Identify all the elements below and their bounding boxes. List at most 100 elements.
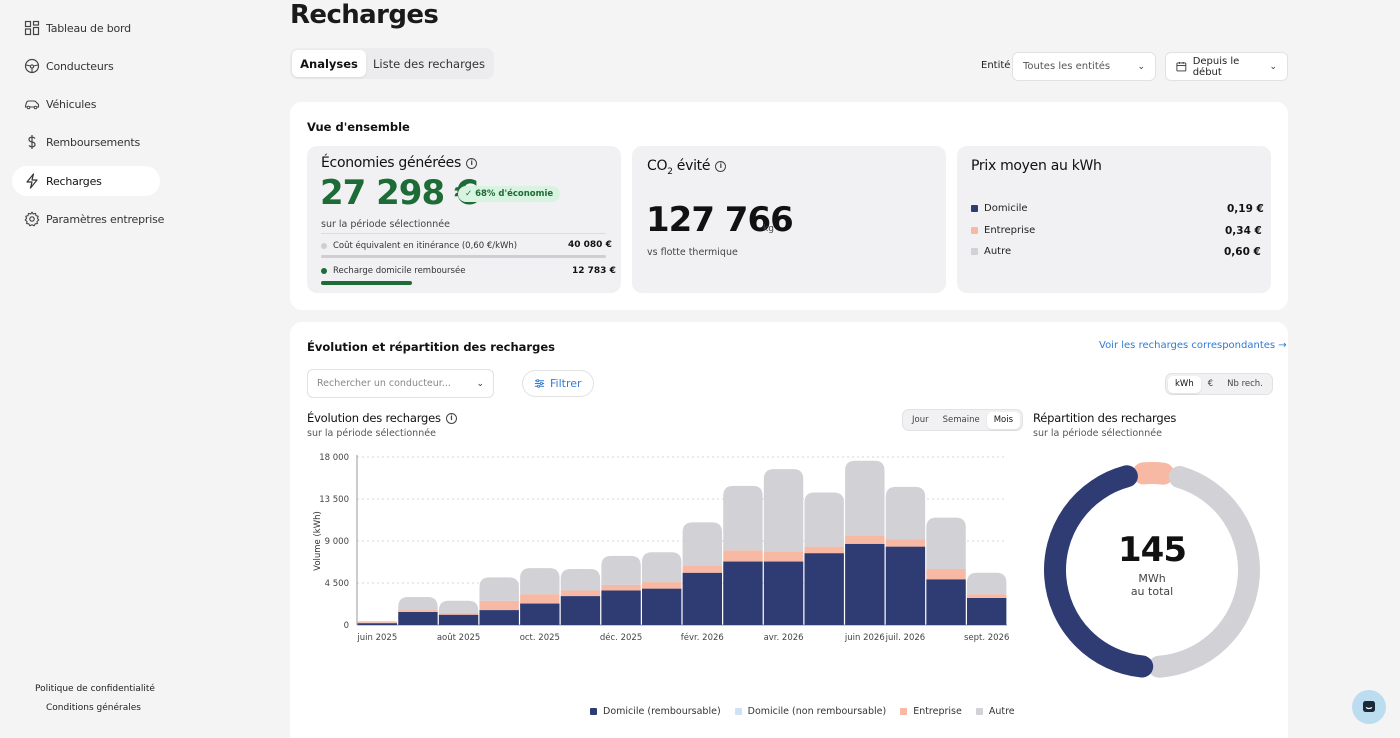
bar-segment	[723, 485, 763, 551]
legend-square	[971, 226, 978, 234]
sidebar-item-label: Paramètres entreprise	[46, 212, 165, 226]
price-kpi	[957, 146, 1271, 293]
legend-square	[971, 204, 978, 212]
savings-title: Économies générées i	[321, 155, 477, 171]
info-icon[interactable]: i	[715, 160, 727, 172]
filter-label: Filtrer	[550, 377, 582, 390]
bar-segment	[357, 621, 398, 623]
x-tick-label: déc. 2025	[600, 632, 642, 643]
co2-subtitle: vs flotte thermique	[647, 247, 738, 258]
sidebar-item-dashboard[interactable]: Tableau de bord	[12, 13, 160, 43]
donut-subtitle: sur la période sélectionnée	[1033, 428, 1162, 439]
price-row-label: Domicile	[984, 203, 1028, 214]
chat-icon	[1363, 701, 1375, 712]
x-tick-label: juil. 2026	[885, 633, 926, 643]
driver-search-input[interactable]: Rechercher un conducteur... ⌄	[307, 369, 494, 398]
period-select[interactable]: Depuis le début ⌄	[1165, 52, 1288, 81]
bar-segment	[560, 590, 601, 597]
bar-segment	[357, 623, 398, 625]
legend-dot	[321, 267, 327, 274]
unit-kwh[interactable]: kWh	[1168, 375, 1201, 393]
donut-slice	[1148, 466, 1260, 678]
entity-select[interactable]: Toutes les entités ⌄	[1012, 52, 1156, 81]
donut-total: 145	[1118, 530, 1187, 570]
see-charges-link[interactable]: Voir les recharges correspondantes →	[1099, 340, 1287, 351]
legend-item[interactable]: Autre	[975, 706, 1015, 717]
entity-select-value: Toutes les entités	[1023, 61, 1111, 72]
savings-row-label: Recharge domicile remboursée	[333, 266, 466, 276]
evolution-title: Évolution et répartition des recharges	[307, 340, 555, 354]
y-tick-label: 13 500	[319, 495, 349, 505]
donut-chart	[1044, 462, 1260, 678]
sidebar-item-charges[interactable]: Recharges	[12, 166, 160, 196]
co2-title-suffix: évité	[672, 158, 711, 174]
x-tick-label: août 2025	[437, 633, 480, 643]
co2-value: 127 766	[646, 200, 794, 240]
bar-segment	[560, 596, 601, 625]
search-placeholder: Rechercher un conducteur...	[317, 378, 451, 389]
bar-segment	[357, 622, 398, 624]
bar-segment	[966, 597, 1007, 625]
price-title: Prix moyen au kWh	[971, 158, 1102, 174]
y-tick-label: 4 500	[325, 579, 349, 589]
price-row-other: Autre	[971, 246, 1011, 257]
bar-segment	[479, 577, 519, 601]
co2-unit: kg	[763, 224, 774, 234]
sidebar-item-drivers[interactable]: Conducteurs	[12, 51, 160, 81]
bar-segment	[438, 612, 479, 615]
bar-segment	[398, 611, 438, 625]
tab-charges-list[interactable]: Liste des recharges	[373, 56, 485, 71]
bar-segment	[682, 522, 723, 566]
bar-segment	[763, 469, 804, 552]
bar-segment	[438, 600, 479, 613]
unit-count[interactable]: Nb rech.	[1227, 379, 1263, 389]
sidebar-item-vehicles[interactable]: Véhicules	[12, 89, 160, 119]
filter-button[interactable]: Filtrer	[522, 370, 594, 397]
granularity-week[interactable]: Semaine	[942, 415, 980, 425]
donut-caption: au total	[1130, 585, 1174, 598]
chat-button[interactable]	[1352, 690, 1386, 724]
legend-square	[975, 708, 983, 715]
chart-subtitle: sur la période sélectionnée	[307, 428, 436, 439]
unit-euro[interactable]: €	[1207, 379, 1214, 389]
price-row-home: Domicile	[971, 203, 1028, 214]
bar-segment	[398, 597, 438, 611]
bar-segment	[926, 579, 966, 625]
car-icon	[24, 100, 40, 110]
price-row-label: Autre	[984, 246, 1012, 257]
bar-segment	[520, 603, 560, 625]
info-icon[interactable]: i	[445, 413, 457, 424]
entity-label: Entité	[981, 60, 1011, 71]
sidebar-item-label: Remboursements	[46, 135, 141, 149]
chevron-down-icon: ⌄	[1269, 61, 1277, 72]
privacy-link[interactable]: Politique de confidentialité	[35, 684, 155, 694]
granularity-month[interactable]: Mois	[986, 411, 1021, 429]
sidebar-item-label: Tableau de bord	[46, 21, 131, 35]
legend-item[interactable]: Entreprise	[900, 706, 962, 717]
bar-segment	[601, 590, 641, 625]
savings-row-home: Recharge domicile remboursée	[321, 266, 465, 276]
info-icon[interactable]: i	[466, 157, 477, 169]
granularity-day[interactable]: Jour	[912, 415, 929, 425]
legend-item[interactable]: Domicile (remboursable)	[590, 706, 721, 717]
sidebar-item-reimbursements[interactable]: Remboursements	[12, 127, 160, 157]
bar-segment	[682, 565, 723, 573]
bar-segment	[966, 572, 1007, 595]
bar-segment	[479, 610, 519, 625]
bar-segment	[723, 550, 763, 562]
terms-link[interactable]: Conditions générales	[46, 703, 141, 713]
granularity-toggle: Jour Semaine Mois	[902, 409, 1024, 431]
x-tick-label: juin 2025	[356, 633, 397, 643]
legend-item[interactable]: Domicile (non remboursable)	[734, 706, 886, 717]
bar-chart: 0 4 500 9 000 13 500 18 000 Volume (kWh) juin …	[313, 453, 1009, 643]
bar-segment	[479, 600, 519, 611]
legend-square	[590, 708, 597, 715]
bar-segment	[398, 610, 438, 612]
tab-analyses[interactable]: Analyses	[292, 50, 366, 77]
co2-title-sub: 2	[667, 166, 673, 177]
sidebar-item-settings[interactable]: Paramètres entreprise	[12, 204, 164, 234]
bar-segment	[601, 584, 641, 591]
bar-segment	[845, 535, 885, 544]
chart-title: Évolution des recharges i	[307, 411, 457, 425]
divider	[321, 233, 606, 234]
